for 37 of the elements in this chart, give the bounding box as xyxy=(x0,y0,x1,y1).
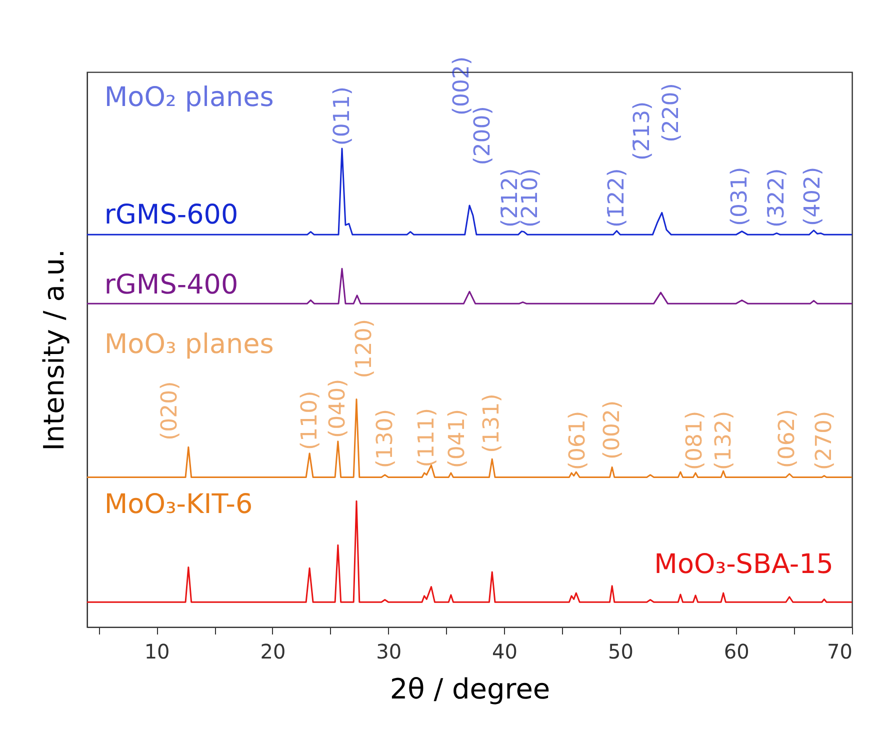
annotation: (041) xyxy=(444,408,470,468)
annotation: (1̄22) xyxy=(604,168,630,228)
series-label: rGMS-600 xyxy=(104,200,238,231)
y-axis-title: Intensity / a.u. xyxy=(38,249,70,451)
annotation: (002) xyxy=(600,400,626,460)
x-tick-label: 30 xyxy=(376,640,402,664)
x-tick-label: 40 xyxy=(492,640,518,664)
x-tick-label: 60 xyxy=(724,640,750,664)
annotation: (111) xyxy=(414,408,440,468)
annotation: (131) xyxy=(480,394,505,453)
series-label: rGMS-400 xyxy=(104,269,238,300)
annotation: MoO₃ planes xyxy=(104,329,274,360)
annotation: (270) xyxy=(812,410,838,470)
x-tick-label: 50 xyxy=(608,640,634,664)
annotation: (132) xyxy=(711,410,736,470)
annotation: (130) xyxy=(372,408,398,468)
annotation: (402) xyxy=(800,166,826,226)
x-axis-title: 2θ / degree xyxy=(390,672,550,706)
annotation: (020) xyxy=(157,381,182,440)
annotation: (2̄13) xyxy=(630,101,656,161)
annotation: (081) xyxy=(682,410,708,470)
annotation: (040) xyxy=(325,378,350,438)
annotation: (120) xyxy=(352,319,378,378)
text: (220) xyxy=(659,83,684,142)
x-tick-label: 70 xyxy=(827,640,852,664)
x-tick-label: 20 xyxy=(260,640,286,664)
text: (011) xyxy=(330,86,355,146)
series-label: MoO₃-SBA-15 xyxy=(654,548,834,580)
annotation: (062) xyxy=(775,408,800,468)
annotation: (200) xyxy=(470,106,496,166)
text: MoO₂ planes xyxy=(104,82,274,113)
annotation: (031) xyxy=(728,166,753,226)
annotation: (110) xyxy=(298,390,323,450)
x-tick-label: 10 xyxy=(144,640,170,664)
series-label: MoO₃-KIT-6 xyxy=(104,488,253,520)
annotation: (061) xyxy=(565,410,590,470)
annotation: (3̄22) xyxy=(764,168,790,228)
